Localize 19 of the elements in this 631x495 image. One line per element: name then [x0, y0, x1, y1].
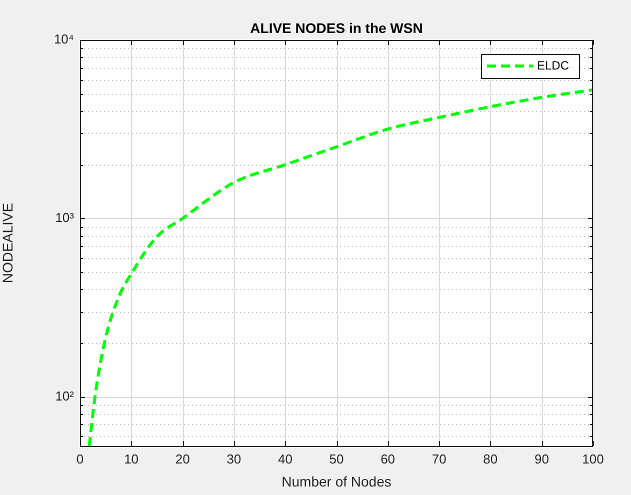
y-tick-label: 10⁴ — [54, 32, 74, 47]
x-tick-label: 70 — [432, 451, 446, 466]
x-tick-label: 10 — [124, 451, 139, 466]
x-axis-title: Number of Nodes — [282, 473, 392, 490]
line-series — [88, 88, 593, 446]
y-tick-label: 10² — [55, 388, 75, 404]
x-tick-label: 80 — [483, 451, 498, 466]
x-tick-label: 30 — [226, 451, 242, 466]
x-tick-label: 50 — [329, 451, 344, 466]
x-tick-label: 20 — [175, 451, 190, 466]
x-tick-label: 90 — [534, 451, 549, 466]
y-axis-title: NODEALIVE — [0, 202, 16, 284]
x-tick-label: 0 — [76, 451, 84, 466]
x-tick-label: 100 — [582, 451, 604, 466]
legend-label: ELDC — [536, 58, 570, 72]
chart-title: ALIVE NODES in the WSN — [250, 20, 423, 36]
x-tick-label: 40 — [278, 451, 292, 466]
x-tick-label: 60 — [380, 451, 396, 466]
y-tick-label: 10³ — [55, 210, 75, 225]
